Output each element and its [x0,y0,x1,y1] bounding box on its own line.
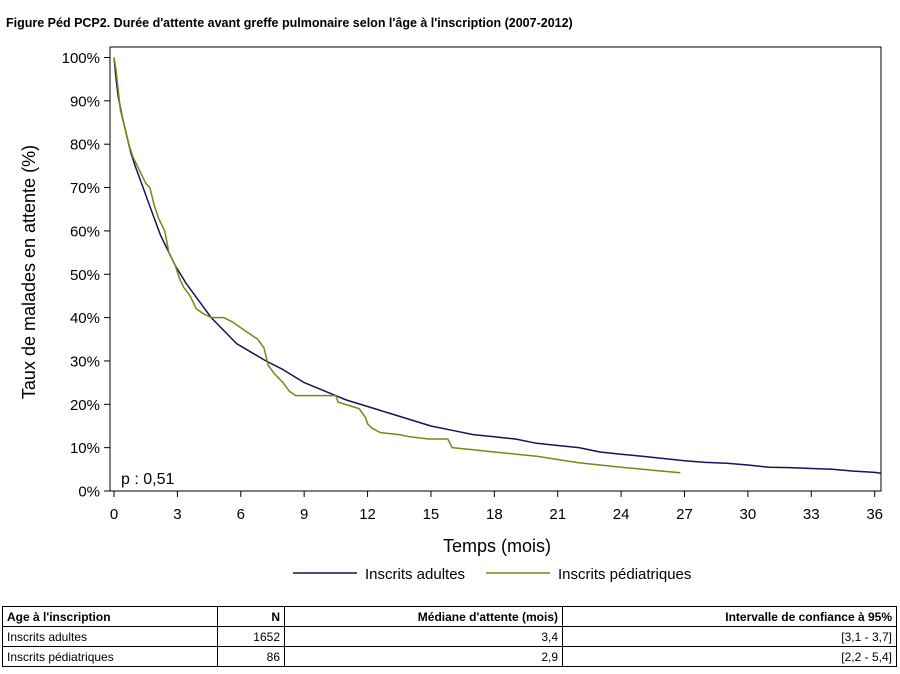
y-tick-label: 30% [70,353,100,370]
y-tick-label: 20% [70,397,100,414]
legend-label: Inscrits adultes [365,566,465,583]
x-tick-label: 15 [423,506,440,523]
cell-n: 1652 [217,626,285,647]
legend-label: Inscrits pédiatriques [558,566,691,583]
y-axis: 0% 10% 20% 30% 40% 50% 60% 70% 80% 90% 100% [62,50,110,501]
legend: Inscrits adultes Inscrits pédiatriques [293,566,691,583]
survival-chart: 0%10%20%30%40%50%60%70%80%90%100% 0 3 6 9 12… [19,46,883,583]
cell-median: 2,9 [284,646,563,667]
x-tick-label: 0 [110,506,118,523]
x-tick-label: 18 [486,506,503,523]
cell-median: 3,4 [284,626,563,647]
y-tick-label: 90% [70,93,100,110]
header-median: Médiane d'attente (mois) [284,606,563,627]
cell-age: Inscrits adultes [2,626,218,647]
header-age: Age à l'inscription [2,606,218,627]
y-tick-label: 40% [70,310,100,327]
y-axis-label: Taux de malades en attente (%) [19,145,39,399]
series-line-adultes [113,57,882,474]
y-tick-label: 100% [62,50,100,67]
y-tick-label: 10% [70,440,100,457]
cell-ci: [3,1 - 3,7] [562,626,897,647]
header-ci: Intervalle de confiance à 95% [562,606,897,627]
table-row: Inscrits pédiatriques 86 2,9 [2,2 - 5,4] [2,646,897,667]
p-value-annotation: p : 0,51 [121,471,174,488]
y-tick-label: 80% [70,137,100,154]
y-tick-label: 50% [70,267,100,284]
x-tick-label: 36 [866,506,883,523]
series-lines [113,57,882,474]
plot-frame [109,46,882,492]
table-row: Inscrits adultes 1652 3,4 [3,1 - 3,7] [2,626,897,647]
y-tick-label: 70% [70,180,100,197]
x-tick-label: 6 [237,506,245,523]
cell-ci: [2,2 - 5,4] [562,646,897,667]
y-tick-label: 60% [70,223,100,240]
x-tick-label: 30 [740,506,757,523]
series-line-pediatriques [113,57,681,474]
x-axis: 0 3 6 9 12 15 18 21 24 27 30 33 36 [110,491,883,523]
y-tick-label: 0% [78,484,100,501]
summary-table: Age à l'inscription N Médiane d'attente … [2,606,897,667]
cell-age: Inscrits pédiatriques [2,646,218,667]
x-tick-label: 24 [613,506,630,523]
header-n: N [217,606,285,627]
x-tick-label: 9 [300,506,308,523]
table-header-row: Age à l'inscription N Médiane d'attente … [2,606,897,627]
figure-title: Figure Péd PCP2. Durée d'attente avant g… [6,16,573,30]
x-tick-label: 33 [803,506,820,523]
cell-n: 86 [217,646,285,667]
x-tick-label: 21 [549,506,566,523]
x-tick-label: 3 [173,506,181,523]
x-tick-label: 27 [676,506,693,523]
x-axis-label: Temps (mois) [443,536,551,556]
x-tick-label: 12 [359,506,376,523]
